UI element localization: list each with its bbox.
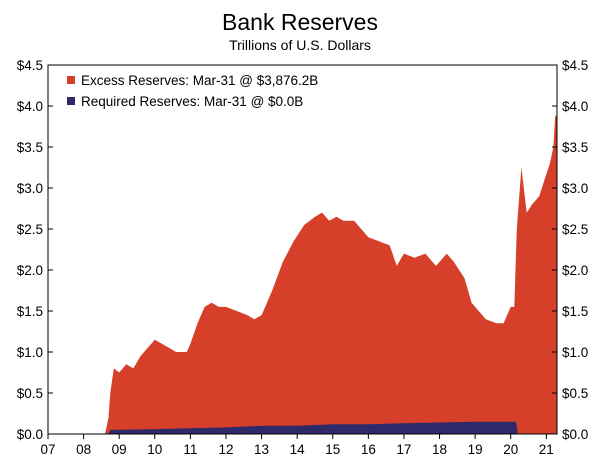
y-tick-label-left: $0.5 — [17, 386, 43, 401]
plot-area — [48, 115, 557, 435]
y-tick-label-right: $1.5 — [562, 304, 588, 319]
y-tick-label-right: $4.5 — [562, 58, 588, 73]
y-tick-label-left: $4.5 — [17, 58, 43, 73]
axes: $0.0 $0.0 $0.5 $0.5 $1.0 $1.0 $1.5 $1.5 $2.0 $2.0… — [17, 58, 589, 457]
x-tick-label: 14 — [290, 442, 306, 457]
x-tick-label: 10 — [147, 442, 162, 457]
y-tick-label-left: $3.0 — [17, 181, 43, 196]
x-tick-label: 21 — [539, 442, 554, 457]
y-tick-label-left: $3.5 — [17, 140, 43, 155]
legend-label-required: Required Reserves: Mar-31 @ $0.0B — [81, 94, 303, 109]
chart-title: Bank Reserves — [222, 9, 378, 35]
x-tick-label: 17 — [396, 442, 411, 457]
legend-swatch-excess — [67, 76, 75, 84]
y-tick-label-left: $2.5 — [17, 222, 43, 237]
plot-frame — [47, 64, 558, 435]
y-tick-label-right: $3.0 — [562, 181, 588, 196]
x-tick-label: 16 — [361, 442, 376, 457]
x-tick-label: 08 — [76, 442, 91, 457]
y-tick-label-left: $4.0 — [17, 99, 43, 114]
x-tick-label: 13 — [254, 442, 269, 457]
y-tick-label-left: $2.0 — [17, 263, 43, 278]
legend: Excess Reserves: Mar-31 @ $3,876.2B Requ… — [67, 73, 318, 109]
x-tick-label: 20 — [503, 442, 518, 457]
x-tick-label: 19 — [468, 442, 483, 457]
x-tick-label: 18 — [432, 442, 447, 457]
y-tick-label-right: $4.0 — [562, 99, 588, 114]
y-tick-label-left: $1.5 — [17, 304, 43, 319]
chart-subtitle: Trillions of U.S. Dollars — [229, 37, 371, 53]
x-tick-label: 11 — [183, 442, 197, 457]
legend-label-excess: Excess Reserves: Mar-31 @ $3,876.2B — [81, 73, 318, 88]
x-tick-label: 15 — [325, 442, 340, 457]
x-tick-label: 09 — [112, 442, 127, 457]
y-tick-label-left: $1.0 — [17, 345, 43, 360]
y-tick-label-right: $2.0 — [562, 263, 588, 278]
area-series-required-reserves — [48, 421, 557, 434]
y-tick-label-right: $3.5 — [562, 140, 588, 155]
x-tick-label: 07 — [40, 442, 55, 457]
y-tick-label-right: $0.0 — [562, 427, 588, 442]
y-tick-label-left: $0.0 — [17, 427, 43, 442]
area-series-excess-reserves — [48, 115, 557, 435]
legend-swatch-required — [67, 97, 75, 105]
y-tick-label-right: $2.5 — [562, 222, 588, 237]
x-tick-label: 12 — [218, 442, 233, 457]
y-tick-label-right: $0.5 — [562, 386, 588, 401]
y-tick-label-right: $1.0 — [562, 345, 588, 360]
